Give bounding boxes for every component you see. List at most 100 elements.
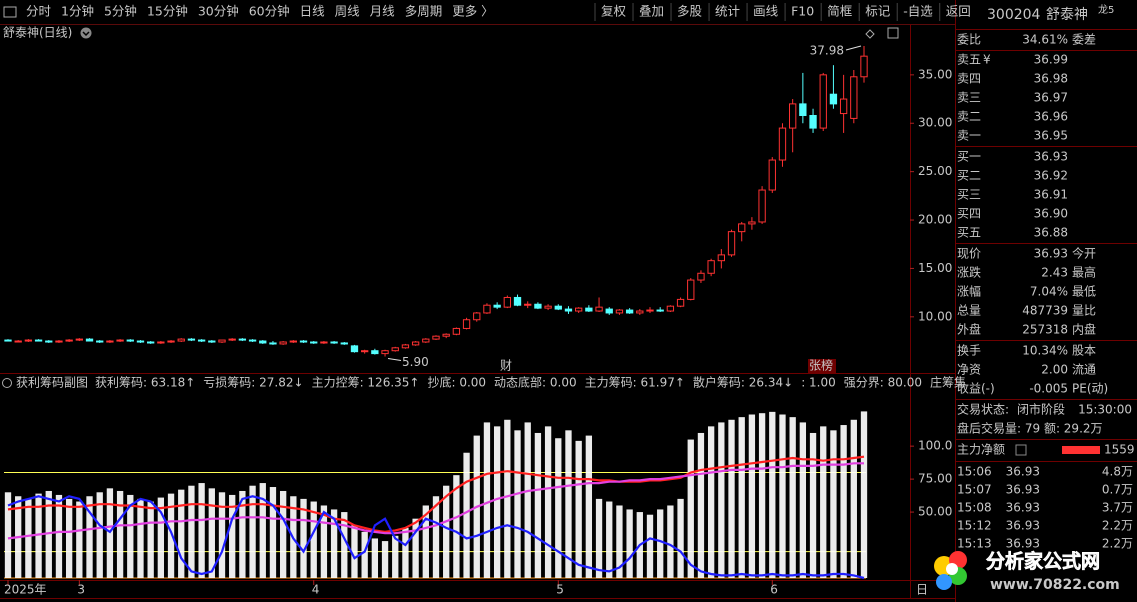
candle-body [462, 319, 471, 329]
candle-body [707, 260, 715, 274]
candle-body [595, 306, 603, 312]
indicator-bar [514, 430, 521, 578]
indicator-bar [35, 493, 42, 578]
toolbar-button[interactable]: 统计 [715, 4, 740, 19]
indicator-line [7, 455, 865, 534]
indicator-bar [463, 452, 470, 578]
candle-body [147, 341, 155, 344]
quote-label: 委比 [957, 33, 981, 47]
toolbar-tab[interactable]: 多周期 [405, 4, 443, 19]
window-icon[interactable] [887, 27, 899, 39]
high-label: 37.98 [810, 44, 844, 58]
net-flow-bar [1062, 446, 1100, 454]
stat-label: 今开 [1072, 246, 1096, 261]
net-flow-icon[interactable] [1015, 444, 1027, 456]
stat-label: 流通 [1072, 363, 1096, 377]
indicator-bar [300, 498, 307, 578]
indicator-bar [840, 425, 847, 578]
candle-body [839, 98, 848, 115]
toolbar-button[interactable]: F10 [791, 4, 814, 19]
toolbar-tab[interactable]: 1分钟 [61, 4, 94, 19]
diamond-icon[interactable] [865, 29, 875, 39]
candle-body [177, 338, 185, 342]
indicator-title: 获利筹码副图 [16, 376, 88, 390]
net-flow-value: 1559 [1104, 443, 1135, 457]
legend-entry: 抄底: 0.00 [427, 375, 486, 390]
candle-body [299, 340, 308, 343]
indicator-bar [320, 505, 328, 578]
stat-label: 股本 [1072, 344, 1096, 358]
candle-body [167, 340, 175, 343]
indicator-bar [758, 413, 766, 578]
status-value: 闭市阶段 [1017, 402, 1065, 417]
candle-body [330, 341, 338, 344]
indicator-close-icon[interactable] [2, 378, 12, 388]
toolbar-tab[interactable]: 15分钟 [147, 4, 188, 19]
indicator-bar [310, 501, 317, 578]
candle-body [758, 189, 766, 223]
toolbar-button[interactable]: 叠加 [639, 4, 664, 19]
bid-label: 买四 [957, 207, 981, 221]
y-tick-label: 50.00 [918, 505, 952, 519]
low-arrow [387, 358, 402, 362]
toolbar-button[interactable]: 返回 [946, 4, 971, 19]
candle-body [238, 338, 247, 341]
indicator-bar [55, 494, 63, 578]
indicator-bar [198, 483, 205, 578]
indicator-bar [178, 489, 185, 578]
legend-entry: 获利筹码: 63.18↑ [95, 376, 195, 390]
toolbar-menu-icon[interactable] [3, 6, 17, 18]
stat-value: 10.34% [1022, 344, 1068, 358]
legend-entry: 散户筹码: 26.34↓ [693, 375, 793, 390]
indicator-bar [45, 490, 52, 578]
title-menu-arrow [82, 31, 90, 37]
toolbar-button[interactable]: -自选 [903, 4, 933, 19]
indicator-bar [259, 483, 266, 578]
trade-price: 36.93 [1006, 519, 1040, 533]
x-tick-label: 3 [77, 583, 85, 597]
candle-body [636, 310, 644, 314]
candle-body [187, 338, 196, 341]
candle-body [24, 339, 33, 342]
stat-label: 涨幅 [957, 284, 981, 299]
toolbar-tab[interactable]: 分时 [26, 4, 52, 19]
toolbar-tab[interactable]: 5分钟 [104, 4, 137, 19]
indicator-bar [809, 432, 817, 578]
toolbar-tab[interactable]: 月线 [370, 4, 396, 19]
candle-body [422, 338, 430, 343]
candle-body [411, 341, 420, 346]
toolbar-tab[interactable]: 30分钟 [198, 4, 239, 19]
candle-body [391, 347, 399, 352]
legend-entry: 庄筹集 [930, 375, 966, 390]
candle-body [218, 339, 226, 343]
toolbar-button[interactable]: 标记 [865, 4, 891, 19]
title-menu-icon[interactable] [80, 27, 92, 39]
toolbar-button[interactable]: 画线 [753, 4, 779, 19]
toolbar-tab[interactable]: 60分钟 [249, 4, 290, 19]
logo-face [946, 563, 958, 575]
stat-label: PE(动) [1072, 382, 1108, 396]
ask-price: 36.98 [1034, 72, 1068, 86]
indicator-bar [116, 490, 124, 578]
x-tick-label: 6 [770, 583, 778, 597]
event-marker[interactable]: 张榜 [809, 358, 833, 373]
indicator-bar [748, 414, 756, 578]
candle-body [524, 303, 532, 306]
candle-body [564, 308, 573, 312]
toolbar-tab[interactable]: 日线 [300, 4, 326, 19]
indicator-bar [432, 496, 440, 578]
bid-label: 买五 [957, 226, 981, 240]
toolbar-button[interactable]: 简框 [827, 4, 853, 19]
toolbar-button[interactable]: 复权 [601, 4, 627, 19]
legend-entry: 动态底部: 0.00 [494, 375, 577, 390]
trade-volume: 0.7万 [1102, 483, 1133, 497]
event-marker[interactable]: 财 [500, 359, 512, 373]
stat-label: 内盘 [1072, 322, 1096, 337]
toolbar-tab[interactable]: 周线 [335, 4, 361, 19]
candle-body [55, 340, 63, 343]
indicator-bar [606, 501, 613, 578]
x-tick-label: 2025年 [4, 583, 47, 597]
toolbar-button[interactable]: 多股 [677, 4, 703, 19]
toolbar-tab[interactable]: 更多 〉 [452, 4, 493, 19]
indicator-bar [493, 426, 501, 578]
